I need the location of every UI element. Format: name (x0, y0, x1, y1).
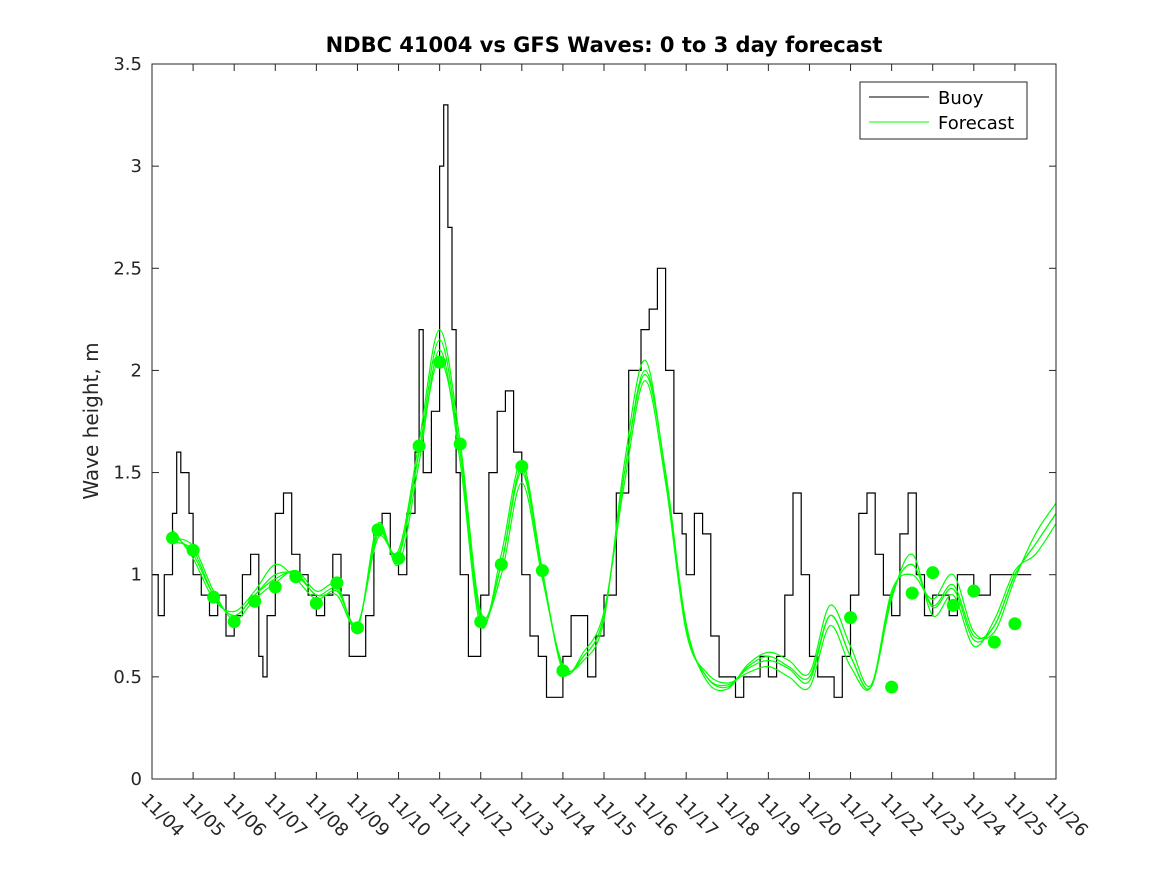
forecast-series-line (172, 328, 1057, 692)
forecast-marker (207, 590, 221, 604)
forecast-marker (474, 615, 488, 629)
y-tick-label: 1 (131, 565, 142, 586)
legend-box (859, 81, 1028, 140)
y-tick-label: 1.5 (113, 463, 142, 484)
legend: Buoy Forecast (859, 81, 1028, 140)
forecast-marker (248, 594, 262, 608)
axes-frame (151, 63, 1057, 780)
y-tick-label: 2 (131, 360, 142, 381)
forecast-marker (844, 611, 858, 625)
forecast-marker (350, 621, 364, 635)
forecast-marker (289, 570, 303, 584)
forecast-marker (494, 558, 508, 571)
chart-title: NDBC 41004 vs GFS Waves: 0 to 3 day fore… (326, 33, 883, 57)
forecast-marker (987, 635, 1001, 649)
forecast-marker (926, 566, 940, 580)
buoy-series-line (152, 104, 1032, 698)
forecast-marker (371, 523, 385, 537)
forecast-marker (392, 551, 406, 565)
y-tick-label: 3 (131, 156, 142, 177)
forecast-marker (433, 355, 447, 369)
forecast-marker (453, 437, 467, 451)
forecast-marker (885, 680, 899, 694)
forecast-marker (309, 596, 323, 610)
plot-area (151, 63, 1057, 780)
legend-label-buoy: Buoy (938, 88, 984, 109)
forecast-marker (905, 586, 919, 600)
forecast-marker (1008, 617, 1022, 631)
forecast-marker (946, 598, 960, 612)
forecast-marker (556, 664, 570, 678)
forecast-marker (227, 615, 241, 629)
y-tick-label: 3.5 (113, 54, 142, 75)
forecast-marker (166, 531, 180, 545)
forecast-marker (412, 439, 426, 453)
forecast-marker (186, 543, 200, 557)
forecast-marker (535, 564, 549, 578)
forecast-marker (268, 580, 282, 594)
legend-label-forecast: Forecast (938, 113, 1014, 134)
forecast-marker (330, 576, 344, 590)
y-axis-label: Wave height, m (79, 342, 103, 499)
y-tick-label: 2.5 (113, 258, 142, 279)
y-tick-label: 0 (131, 769, 142, 790)
forecast-marker (967, 584, 981, 598)
y-tick-label: 0.5 (113, 667, 142, 688)
axes-box (151, 63, 1057, 780)
forecast-marker (515, 459, 529, 473)
